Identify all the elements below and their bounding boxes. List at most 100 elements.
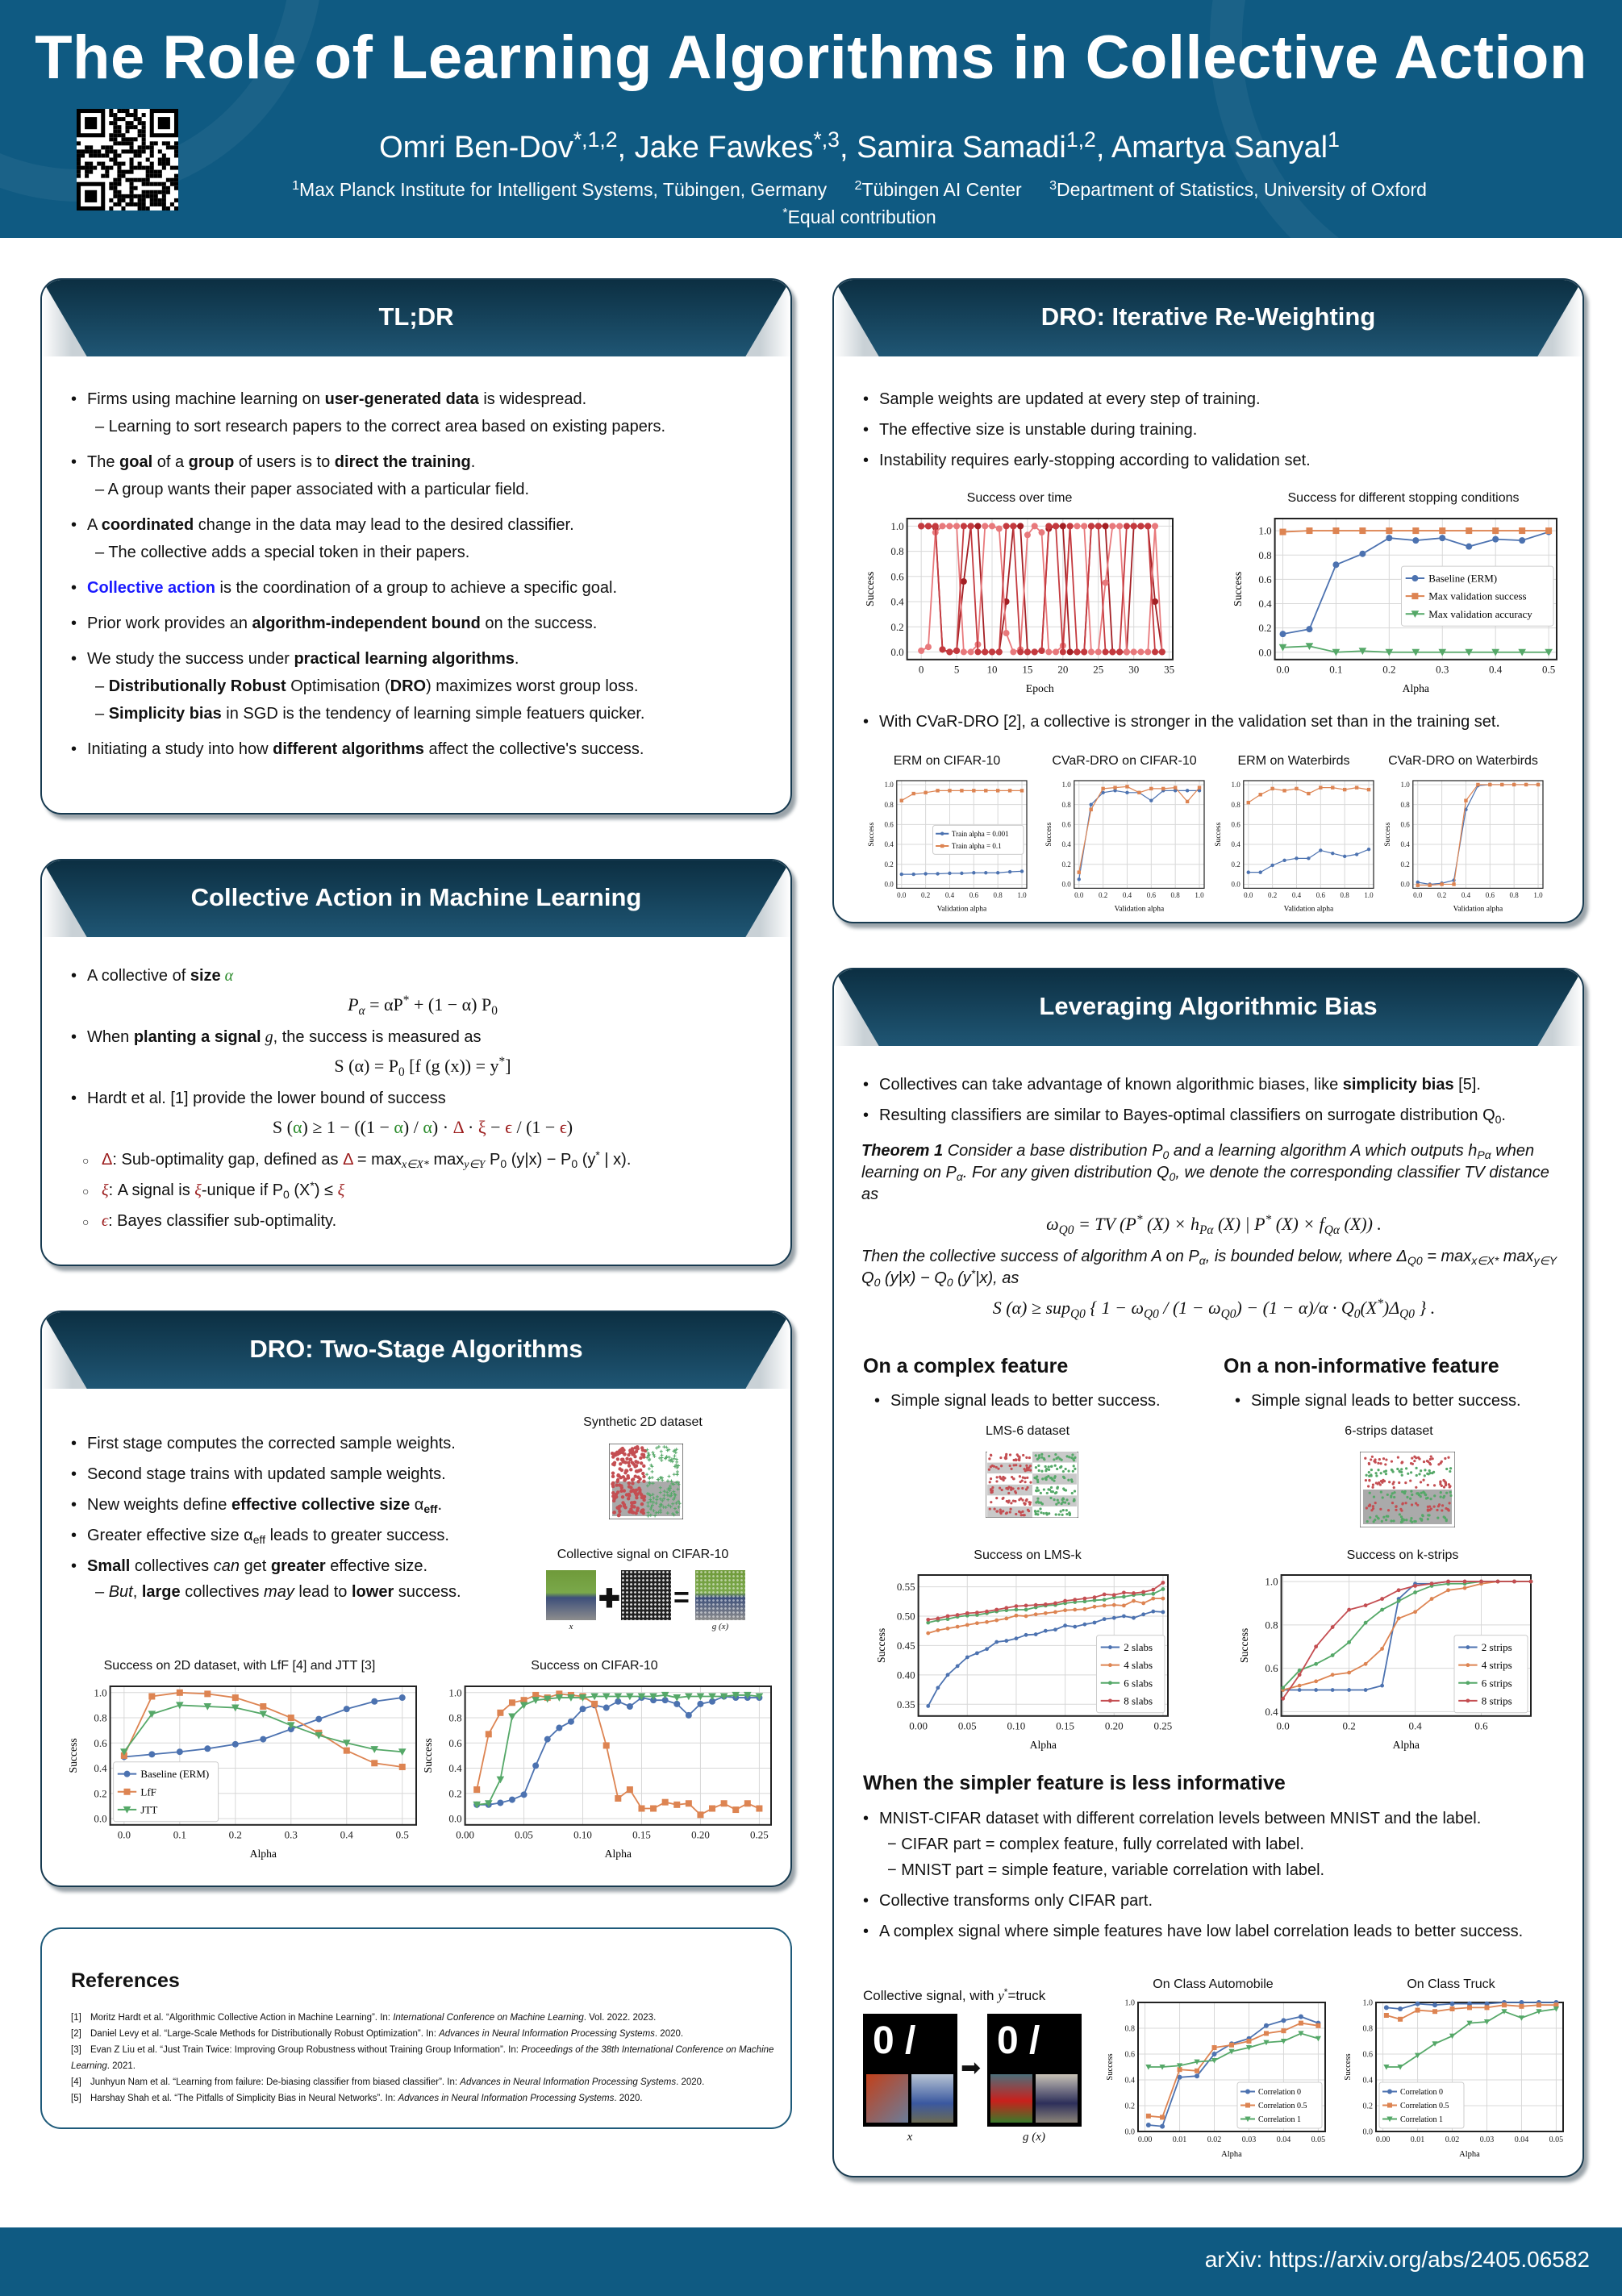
data-point [1342, 787, 1347, 792]
x-tick-label: 0.3 [1436, 664, 1449, 676]
data-point [520, 1791, 527, 1798]
references-title: References [71, 1969, 180, 1992]
data-point [123, 1806, 131, 1814]
data-point [1014, 1604, 1019, 1609]
text-run: of a [152, 453, 189, 471]
x-tick-label: 0.2 [1099, 891, 1107, 899]
data-point [1053, 1627, 1057, 1632]
data-point [1014, 1613, 1019, 1618]
data-point [1332, 648, 1341, 656]
data-point [946, 648, 953, 656]
data-point [945, 1626, 950, 1631]
data-point [1446, 1588, 1450, 1593]
data-point [1380, 1607, 1384, 1612]
text-run: P [485, 1151, 501, 1169]
data-point [685, 1800, 692, 1807]
data-point [1278, 644, 1287, 652]
text-run: user-generated data [324, 390, 479, 408]
qr-code-icon[interactable] [77, 109, 178, 210]
y-tick-label: 0.4 [1265, 1706, 1278, 1718]
y-tick-label: 0.4 [448, 1762, 462, 1774]
text-run: * [1265, 1213, 1272, 1227]
text-run: Hardt et al. [1] provide the lower bound… [87, 1090, 446, 1107]
data-point [1387, 2102, 1392, 2108]
data-point [1074, 523, 1081, 530]
data-point [1024, 1607, 1028, 1612]
data-point [1101, 790, 1105, 795]
chart-k-strips: 0.0 0.2 0.4 0.6 0.4 0.6 0.8 1.0 Alpha Success 2 st… [1237, 1570, 1536, 1752]
x-tick-label: 5 [954, 664, 960, 676]
data-point [1195, 2068, 1200, 2073]
text-run: -unique if P [201, 1181, 284, 1199]
text-run: x∈X* [1471, 1254, 1499, 1268]
data-point [1413, 1584, 1417, 1588]
data-point [1358, 648, 1367, 656]
bullet: Firms using machine learning on user-gen… [71, 389, 774, 410]
chart-title: Success on LMS-k [974, 1548, 1082, 1562]
text-run: ) maximizes worst group loss. [426, 677, 639, 695]
data-point [1415, 2007, 1420, 2013]
text-run: Proceedings of the 38th International Co… [71, 2045, 774, 2071]
reference-number: [4] [71, 2077, 81, 2087]
text-run: *,1,2 [573, 127, 618, 152]
data-point [939, 523, 946, 530]
reference-number: [1] [71, 2013, 81, 2023]
x-tick-label: 0.01 [1411, 2136, 1425, 2144]
text-run: ω [1046, 1214, 1059, 1234]
x-tick-label: 0.2 [1382, 664, 1395, 676]
equal-contribution-note: *Equal contribution [0, 206, 1622, 228]
legend-label: Baseline (ERM) [140, 1768, 209, 1780]
x-axis-label: Validation alpha [1453, 905, 1503, 913]
text-run: Firms using machine learning on [87, 390, 325, 408]
y-tick-label: 1.0 [94, 1686, 106, 1698]
text-run: *,3 [813, 127, 840, 152]
data-point [1439, 535, 1446, 542]
legend-box [1401, 565, 1554, 627]
text-run: ) [566, 1117, 573, 1137]
y-tick-label: 0.8 [1125, 2025, 1136, 2034]
data-point [556, 1724, 563, 1731]
data-point [965, 1655, 969, 1660]
data-point [975, 1651, 979, 1656]
data-point [1059, 523, 1066, 530]
data-point [1004, 1639, 1009, 1643]
text-run: But [108, 1583, 133, 1601]
data-point [1492, 527, 1499, 535]
data-point [960, 578, 967, 585]
data-point [1073, 1598, 1078, 1602]
data-point [1386, 535, 1393, 542]
sub-bullet: − CIFAR part = complex feature, fully co… [863, 1834, 1566, 1855]
legend-box [1236, 2081, 1323, 2129]
affiliation-2: 2Tübingen AI Center [855, 179, 1022, 200]
x-tick-label: 0.03 [1242, 2136, 1257, 2144]
data-point [148, 1693, 156, 1700]
data-point [1043, 1602, 1048, 1606]
text-run: leads to greater success. [265, 1527, 449, 1544]
text-run: . [437, 1496, 443, 1514]
data-point [638, 1805, 645, 1812]
data-point [1122, 1594, 1126, 1599]
text-run: Equal contribution [787, 206, 936, 227]
arxiv-link[interactable]: arXiv: https://arxiv.org/abs/2405.06582 [1204, 2247, 1590, 2272]
x-axis-label: Validation alpha [1284, 905, 1334, 913]
text-run: . Vol. 2022. 2023. [583, 2013, 657, 2023]
text-run: A collective of [87, 967, 190, 985]
text-run: , Jake Fawkes [617, 131, 814, 165]
text-run: success. [394, 1583, 461, 1601]
data-point [1380, 1597, 1384, 1601]
data-point [1428, 883, 1432, 887]
data-point [1111, 1602, 1116, 1607]
legend-box [1378, 2081, 1465, 2129]
data-point [496, 1776, 505, 1784]
data-point [1319, 785, 1323, 790]
data-point [1159, 2065, 1165, 2070]
data-point [1331, 785, 1335, 790]
data-point [520, 1697, 527, 1704]
x-tick-label: 0.04 [1277, 2136, 1291, 2144]
legend-label: Correlation 0 [1400, 2088, 1443, 2097]
data-point [1151, 1596, 1156, 1601]
y-tick-label: 0.8 [1401, 801, 1411, 809]
data-point [1059, 648, 1066, 656]
y-tick-label: 0.0 [1062, 881, 1072, 889]
text-run: ϵ [102, 1212, 109, 1230]
